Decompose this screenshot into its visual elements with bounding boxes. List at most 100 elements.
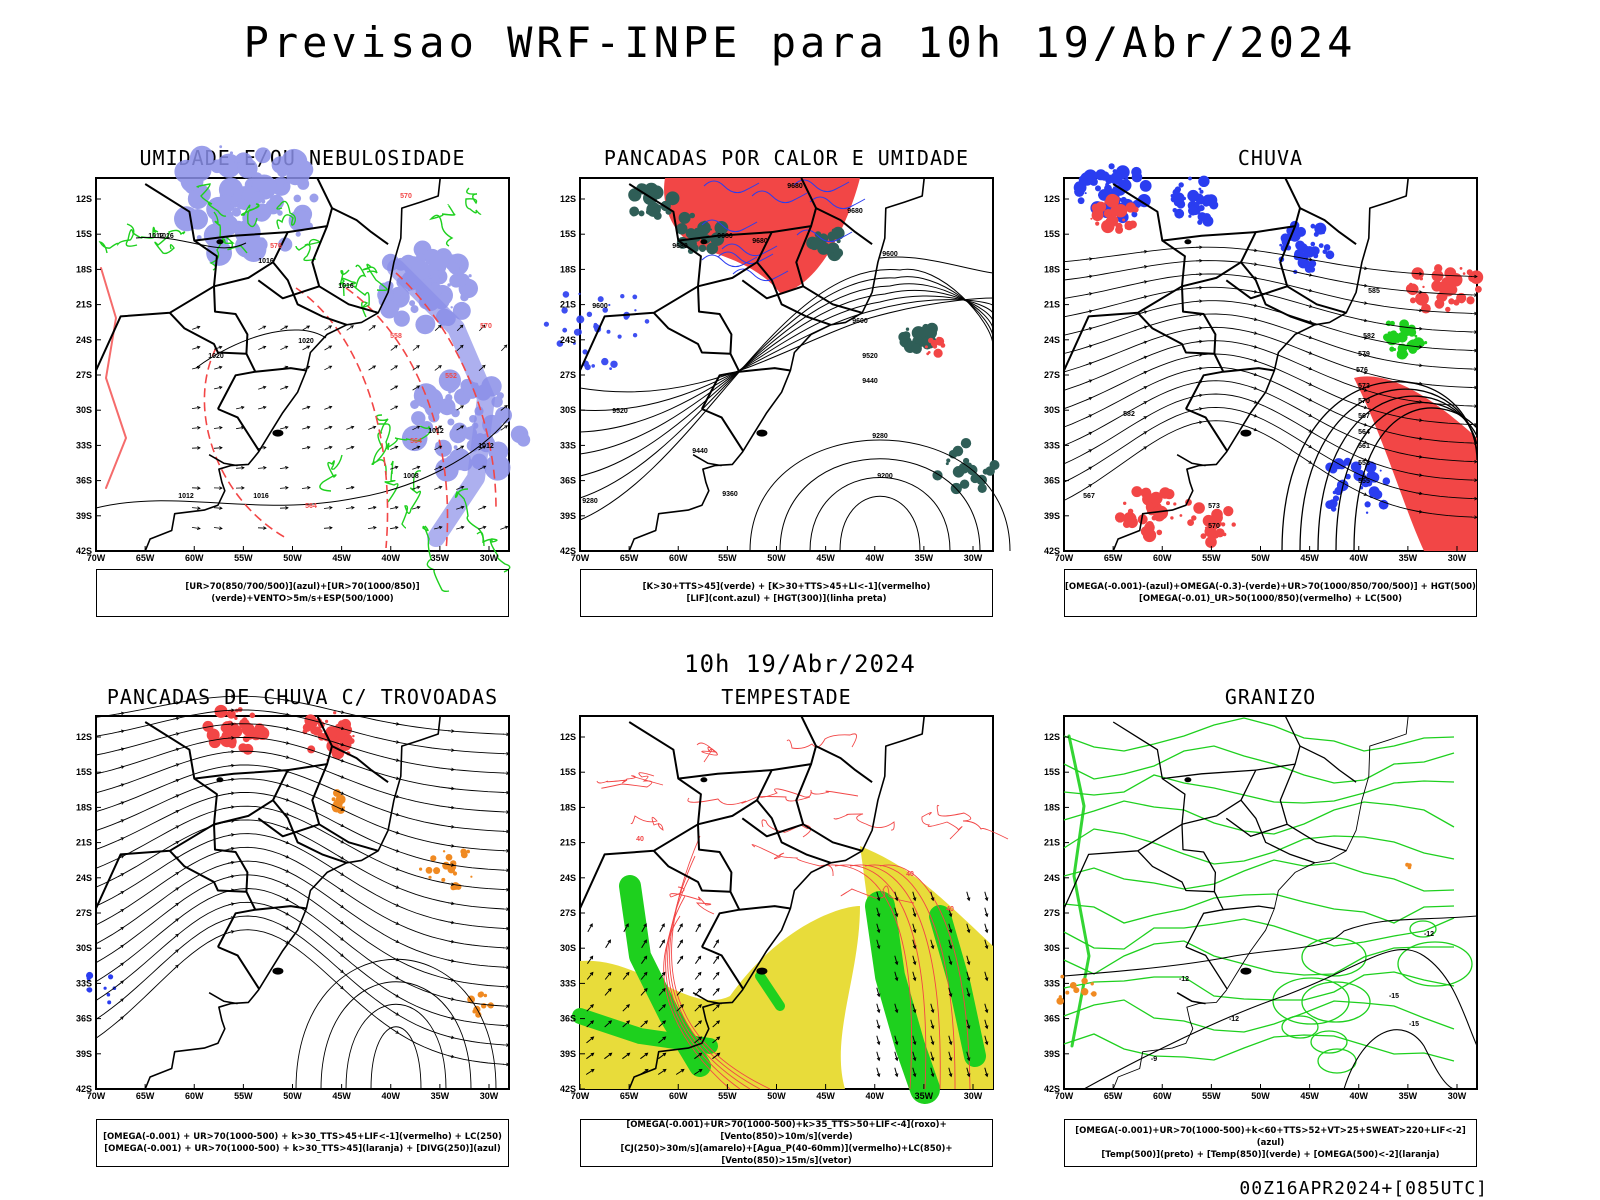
wind-vector: [323, 526, 333, 530]
streamline: [95, 737, 505, 793]
country-border: [255, 905, 307, 911]
wind-vector: [1305, 304, 1313, 308]
wind-vector: [478, 465, 487, 471]
wind-head: [643, 923, 647, 928]
wind-vector: [227, 708, 235, 713]
lifted-index-contour: [796, 229, 853, 243]
wind-shaft: [604, 988, 612, 996]
wind-head: [698, 1020, 703, 1024]
wind-shaft: [1360, 353, 1368, 357]
country-border: [1063, 721, 1186, 909]
wind-head: [340, 726, 345, 730]
wind-head: [1198, 420, 1203, 425]
omega-strong-cell: [1389, 346, 1395, 352]
country-border: [1185, 946, 1228, 990]
wind-head: [966, 977, 971, 982]
wind-shaft: [236, 406, 244, 410]
low-level-wind-area: [929, 905, 986, 1067]
country-border: [795, 225, 863, 314]
wind-head: [285, 840, 290, 845]
wind-shaft: [676, 956, 684, 964]
wind-head: [1253, 317, 1258, 321]
wind-head: [196, 365, 201, 370]
omega-500-area-cell: [1081, 977, 1088, 985]
wind-head: [394, 345, 398, 349]
wind-head: [1419, 271, 1423, 276]
wind-head: [175, 841, 180, 845]
omega-weak-cell: [1365, 511, 1369, 514]
wind-vector: [447, 767, 455, 772]
omega-weak-cell: [1112, 169, 1117, 174]
wind-vector: [1306, 335, 1313, 339]
temperature-850-contour: [1301, 981, 1371, 1023]
wind-head: [1308, 382, 1313, 386]
omega-weak-cell: [1364, 501, 1371, 508]
wind-vector: [1141, 401, 1148, 405]
wind-shaft: [948, 923, 952, 933]
wind-shaft: [1250, 249, 1258, 252]
streamline: [1063, 340, 1473, 407]
convective-area-cell: [698, 244, 707, 252]
legend-line: [OMEGA(-0.001)+UR>70(1000-500)+k>35_TTS>…: [626, 1120, 947, 1142]
wind-head: [1419, 436, 1423, 441]
wind-shaft: [214, 366, 222, 370]
wind-vector: [948, 1035, 953, 1046]
wind-shaft: [393, 993, 399, 998]
humid-mid-level-cell: [429, 397, 433, 401]
wind-shaft: [640, 972, 648, 980]
precipitable-water-contour: [819, 864, 912, 1090]
wind-vector: [1470, 293, 1478, 297]
contour-label: 1012: [178, 493, 194, 500]
wind-head: [230, 846, 235, 851]
wind-shaft: [390, 506, 398, 510]
humid-mid-level-cell: [255, 147, 271, 164]
wind-shaft: [1250, 359, 1258, 362]
wind-head: [1199, 366, 1203, 371]
wind-shaft: [279, 467, 289, 469]
wind-head: [350, 445, 355, 450]
country-border: [1284, 177, 1301, 209]
streamline: [95, 874, 505, 988]
humid-mid-level-cell: [447, 283, 451, 287]
wind-vector: [228, 874, 235, 879]
omega-weak-cell: [1131, 166, 1142, 178]
omega-weak-cell: [1314, 222, 1327, 235]
wind-shaft: [694, 1020, 702, 1028]
wind-shaft: [1306, 289, 1312, 292]
wind-vector: [948, 923, 953, 934]
wind-head: [175, 716, 180, 721]
lat-tick-label: 15S: [560, 229, 576, 239]
wind-vector: [876, 907, 881, 918]
wind-head: [175, 949, 179, 953]
wind-shaft: [447, 787, 455, 790]
wind-vector: [258, 446, 267, 450]
country-border: [697, 799, 832, 864]
wind-vector: [479, 324, 486, 332]
country-border: [217, 353, 257, 410]
omega-strong-cell: [1407, 324, 1416, 333]
wind-shaft: [984, 891, 988, 901]
wind-head: [395, 921, 400, 925]
wind-vector: [283, 925, 290, 930]
page-title: Previsao WRF-INPE para 10h 19/Abr/2024: [243, 18, 1357, 67]
lon-tick-label: 50W: [283, 553, 302, 563]
rain-area-cell: [1127, 510, 1133, 516]
wind-shaft: [1250, 263, 1258, 265]
wind-head: [1474, 367, 1478, 371]
lat-tick-label: 36S: [1044, 476, 1060, 486]
wind-head: [680, 1004, 684, 1008]
wind-head: [1363, 440, 1368, 444]
wind-head: [120, 819, 125, 823]
wind-head: [1143, 325, 1148, 329]
wind-shaft: [658, 1052, 666, 1060]
wind-head: [1088, 344, 1093, 348]
wind-head: [1088, 362, 1093, 366]
wind-shaft: [301, 487, 311, 489]
lake: [1184, 777, 1192, 783]
lon-tick-label: 45W: [332, 553, 351, 563]
wind-vector: [694, 955, 702, 964]
omega-weak-cell: [1202, 199, 1210, 207]
omega-strong-cell: [1405, 331, 1411, 336]
wind-vector: [118, 1016, 124, 1022]
wind-shaft: [323, 446, 333, 450]
